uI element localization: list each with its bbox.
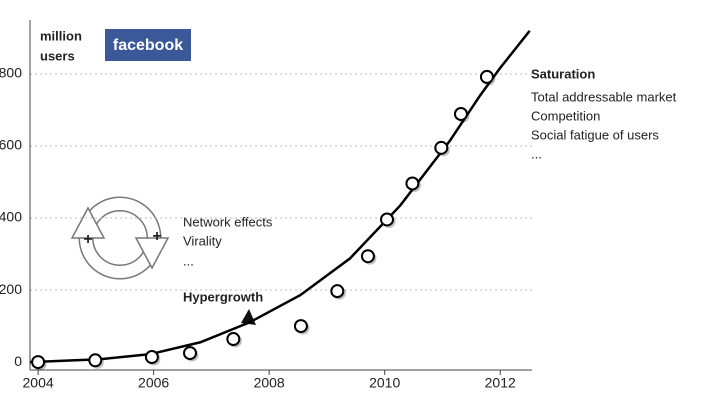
point	[330, 284, 345, 299]
annotation-title: Saturation	[531, 66, 595, 81]
point	[183, 346, 198, 361]
x-tick-label: 2004	[23, 375, 54, 391]
annotation: ...	[183, 253, 194, 268]
x-tick-label: 2008	[254, 375, 285, 391]
annotation: Social fatigue of users	[531, 127, 659, 142]
point	[144, 350, 159, 365]
annotation: Total addressable market	[531, 89, 677, 104]
y-tick-label: 400	[0, 209, 22, 225]
point	[405, 176, 420, 191]
x-tick-label: 2012	[485, 375, 516, 391]
point	[226, 332, 241, 347]
point	[380, 212, 395, 227]
logo-box	[105, 29, 191, 61]
point	[453, 106, 468, 121]
y-tick-label: 200	[0, 281, 22, 297]
annotation: Virality	[183, 233, 222, 248]
y-tick-label: 600	[0, 137, 22, 153]
y-tick-label: 800	[0, 65, 22, 81]
point	[88, 353, 103, 368]
x-tick-label: 2010	[369, 375, 400, 391]
y-axis-label: million	[40, 28, 82, 43]
trend-line	[29, 30, 531, 364]
point	[31, 355, 46, 370]
annotation: Network effects	[183, 214, 273, 229]
annotation: Hypergrowth	[183, 289, 263, 304]
point	[434, 140, 449, 155]
annotation: ...	[531, 146, 542, 161]
y-tick-label: 0	[14, 353, 22, 369]
sign: +	[152, 228, 161, 245]
y-axis-label: users	[40, 48, 75, 63]
point	[479, 69, 494, 84]
point	[293, 319, 308, 334]
annotation: Competition	[531, 108, 600, 123]
cycle-icon	[70, 196, 170, 280]
point	[360, 249, 375, 264]
x-tick-label: 2006	[138, 375, 169, 391]
sign: +	[83, 231, 92, 248]
logo: facebook	[113, 37, 183, 54]
